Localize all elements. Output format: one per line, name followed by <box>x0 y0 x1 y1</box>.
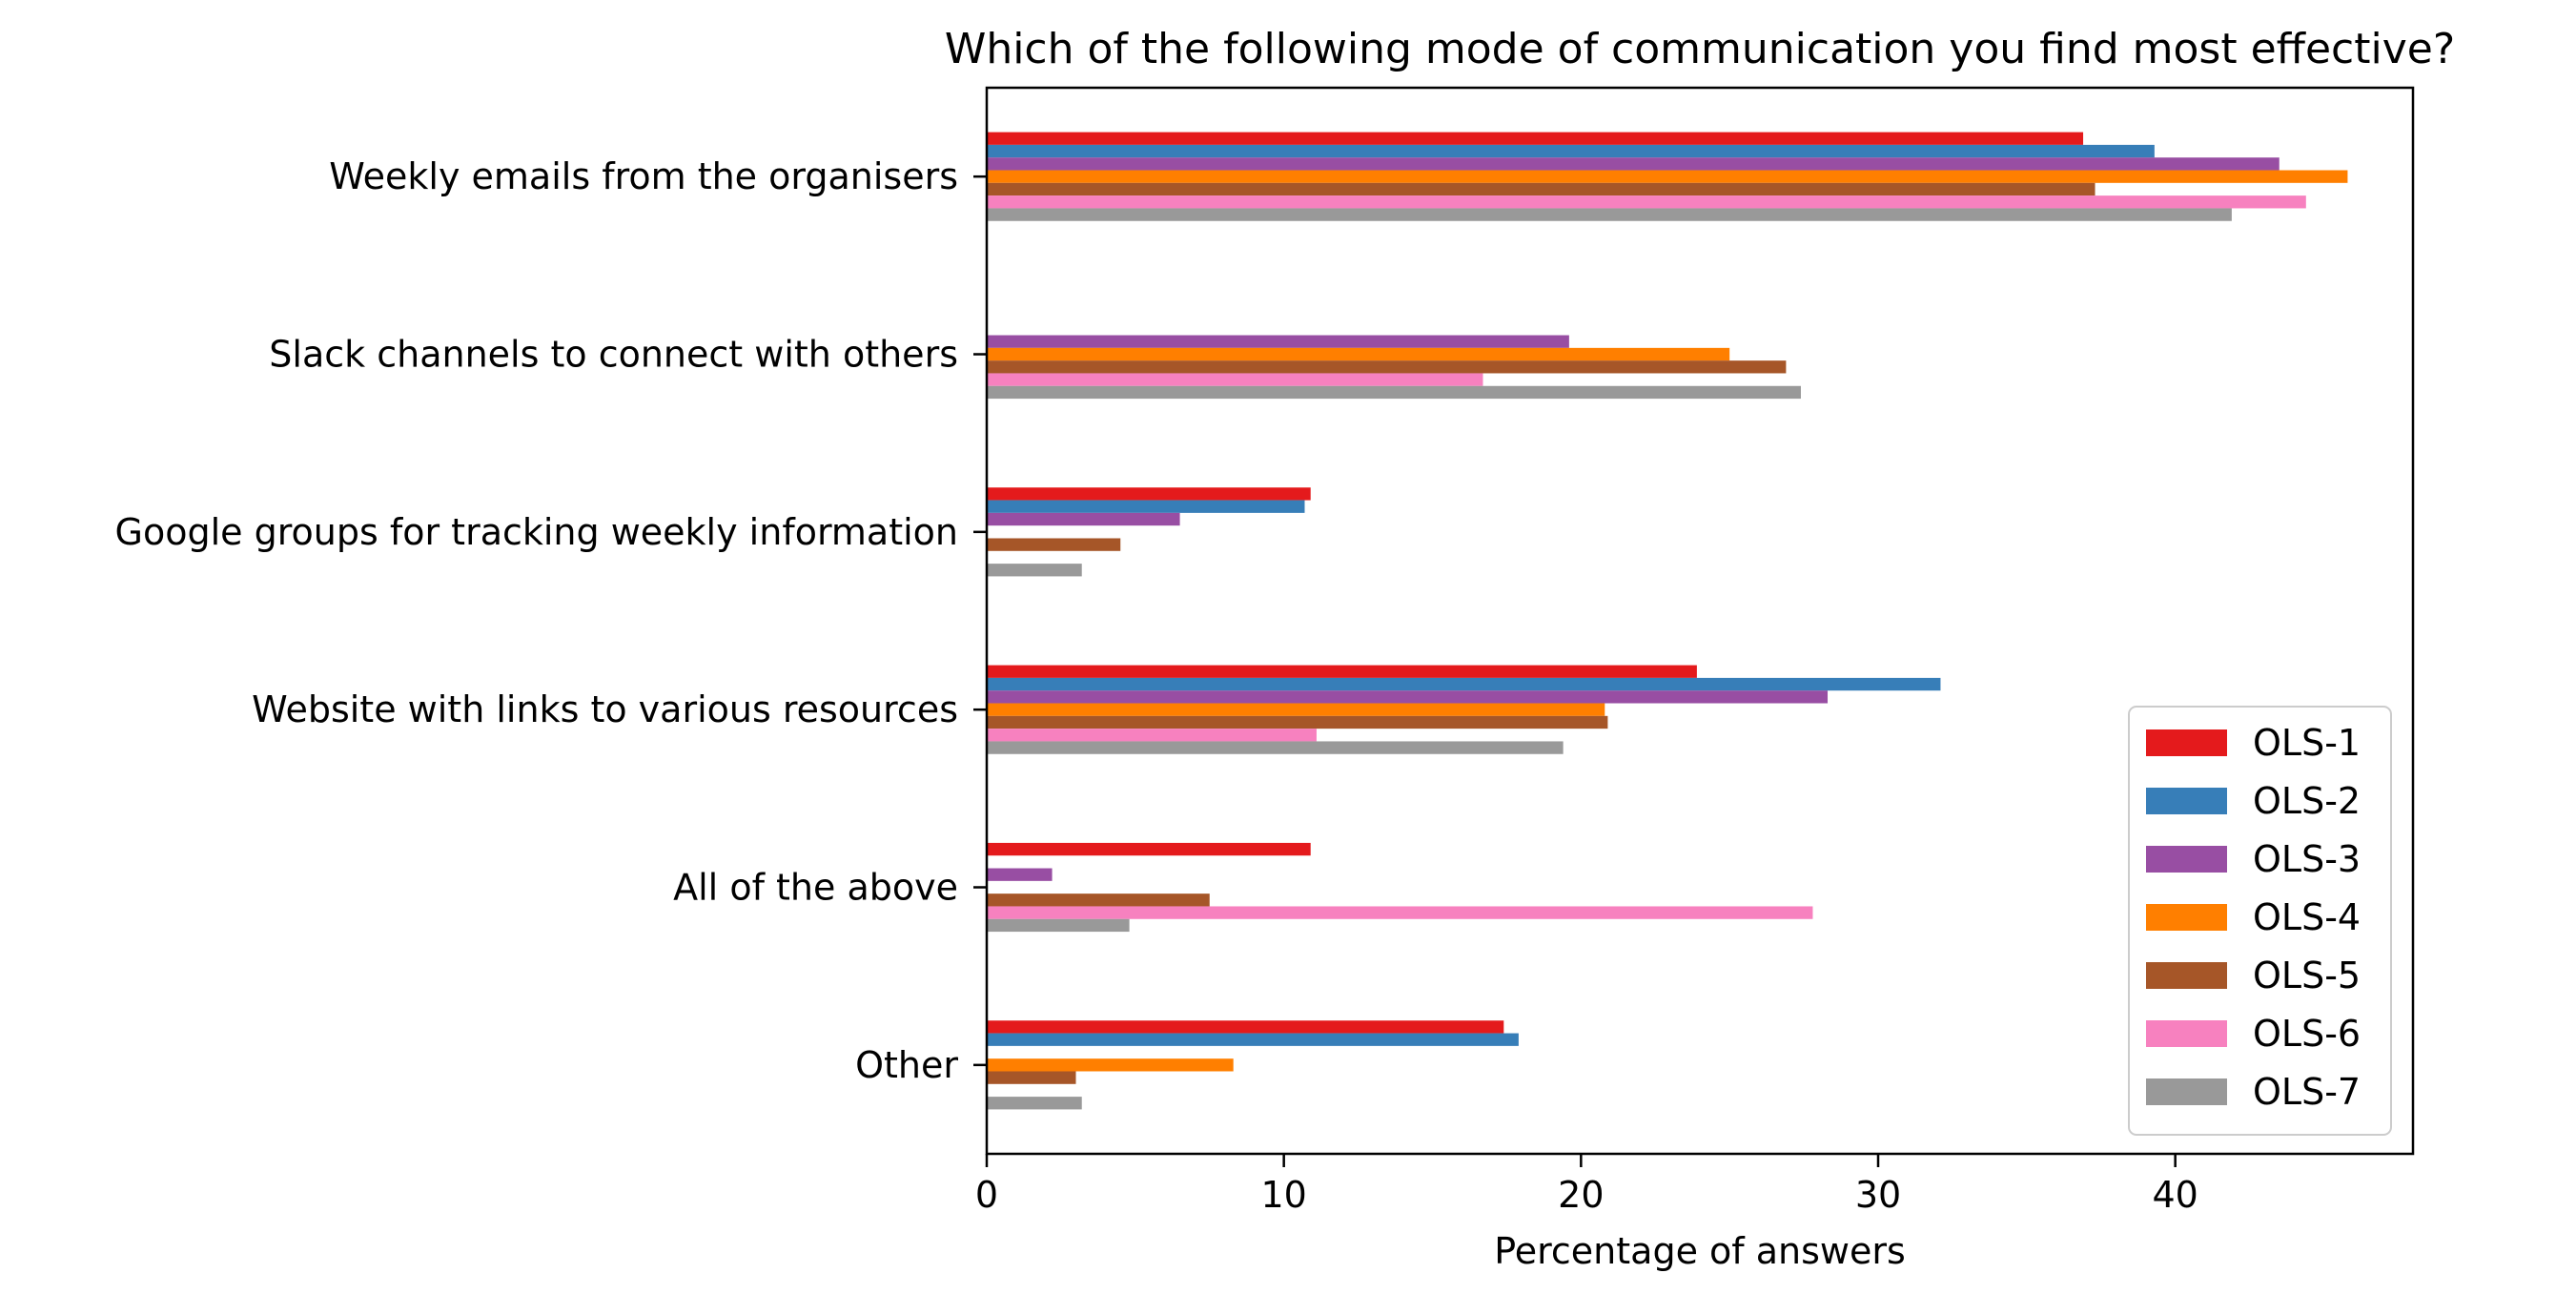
bar-ols-4-website-with-links-to-various-resources <box>987 703 1605 716</box>
legend-swatch-ols-3 <box>2146 846 2227 873</box>
bar-ols-4-other <box>987 1058 1234 1072</box>
y-tick-label: Google groups for tracking weekly inform… <box>115 511 958 553</box>
bar-ols-1-website-with-links-to-various-resources <box>987 665 1697 678</box>
bar-ols-7-google-groups-for-tracking-weekly-information <box>987 564 1082 577</box>
y-tick-label: Website with links to various resources <box>252 688 958 730</box>
bar-ols-5-weekly-emails-from-the-organisers <box>987 182 2096 196</box>
bar-ols-2-website-with-links-to-various-resources <box>987 677 1941 691</box>
legend-label-ols-7: OLS-7 <box>2253 1071 2361 1113</box>
bar-ols-3-all-of-the-above <box>987 868 1053 881</box>
y-tick-label: Weekly emails from the organisers <box>329 155 958 197</box>
bar-ols-6-all-of-the-above <box>987 906 1813 919</box>
chart-title: Which of the following mode of communica… <box>945 25 2455 73</box>
x-tick-label: 0 <box>975 1174 998 1216</box>
bar-ols-7-weekly-emails-from-the-organisers <box>987 208 2232 221</box>
legend-swatch-ols-4 <box>2146 904 2227 931</box>
bar-ols-1-google-groups-for-tracking-weekly-information <box>987 487 1311 501</box>
x-tick-label: 20 <box>1558 1174 1604 1216</box>
legend-swatch-ols-7 <box>2146 1078 2227 1105</box>
plot-frame <box>985 86 2415 1156</box>
legend-label-ols-3: OLS-3 <box>2253 838 2361 880</box>
bar-ols-6-weekly-emails-from-the-organisers <box>987 195 2306 209</box>
bar-ols-3-website-with-links-to-various-resources <box>987 690 1829 704</box>
bar-ols-2-other <box>987 1033 1519 1046</box>
legend-swatch-ols-6 <box>2146 1020 2227 1047</box>
x-tick-label: 30 <box>1855 1174 1901 1216</box>
y-tick-label: All of the above <box>673 867 958 909</box>
bar-ols-5-other <box>987 1071 1076 1084</box>
bar-ols-4-weekly-emails-from-the-organisers <box>987 170 2348 183</box>
bar-ols-2-google-groups-for-tracking-weekly-information <box>987 500 1305 513</box>
bar-ols-4-slack-channels-to-connect-with-others <box>987 347 1730 361</box>
x-axis-label: Percentage of answers <box>1494 1230 1906 1272</box>
bar-ols-2-weekly-emails-from-the-organisers <box>987 144 2155 158</box>
bar-ols-7-all-of-the-above <box>987 918 1130 933</box>
y-tick-label: Other <box>855 1044 958 1086</box>
legend-label-ols-4: OLS-4 <box>2253 896 2361 938</box>
bars-layer <box>987 132 2348 1110</box>
bar-ols-3-google-groups-for-tracking-weekly-information <box>987 512 1180 526</box>
bar-ols-5-all-of-the-above <box>987 893 1210 907</box>
axes-layer: Weekly emails from the organisers Slack c… <box>115 155 2198 1216</box>
legend-swatch-ols-5 <box>2146 962 2227 989</box>
legend-swatch-ols-2 <box>2146 788 2227 814</box>
bar-ols-1-all-of-the-above <box>987 842 1311 856</box>
bar-ols-5-slack-channels-to-connect-with-others <box>987 360 1787 374</box>
bar-ols-1-other <box>987 1020 1504 1034</box>
bar-ols-7-other <box>987 1097 1082 1110</box>
x-tick-label: 10 <box>1260 1174 1306 1216</box>
bar-ols-7-website-with-links-to-various-resources <box>987 741 1564 754</box>
legend-label-ols-1: OLS-1 <box>2253 722 2361 764</box>
bar-ols-1-weekly-emails-from-the-organisers <box>987 132 2084 145</box>
bar-ols-6-slack-channels-to-connect-with-others <box>987 373 1483 386</box>
bar-ols-5-website-with-links-to-various-resources <box>987 715 1608 729</box>
bar-ols-7-slack-channels-to-connect-with-others <box>987 385 1801 400</box>
legend: OLS-1 OLS-2 OLS-3 OLS-4 OLS-5 OLS-6 OLS-7 <box>2128 706 2392 1136</box>
legend-label-ols-2: OLS-2 <box>2253 780 2361 822</box>
bar-ols-6-website-with-links-to-various-resources <box>987 729 1317 742</box>
legend-label-ols-5: OLS-5 <box>2253 955 2361 996</box>
legend-label-ols-6: OLS-6 <box>2253 1013 2361 1055</box>
bar-ols-3-weekly-emails-from-the-organisers <box>987 157 2280 171</box>
bar-ols-5-google-groups-for-tracking-weekly-information <box>987 538 1121 551</box>
legend-swatch-ols-1 <box>2146 729 2227 756</box>
y-tick-label: Slack channels to connect with others <box>269 334 958 376</box>
x-tick-label: 40 <box>2152 1174 2198 1216</box>
bar-ols-3-slack-channels-to-connect-with-others <box>987 335 1569 348</box>
